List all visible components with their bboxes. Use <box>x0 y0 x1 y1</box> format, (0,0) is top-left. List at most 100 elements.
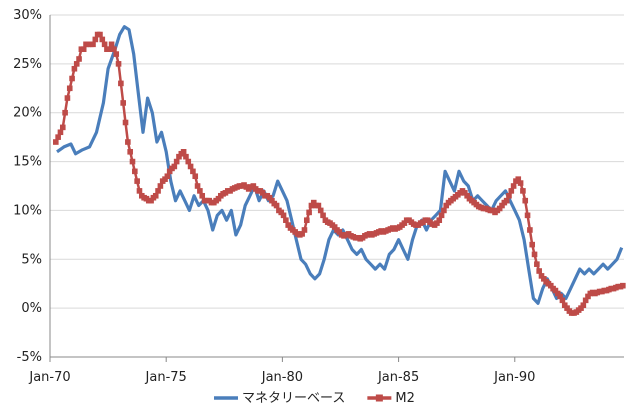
data-point-m2 <box>134 178 140 184</box>
data-point-m2 <box>520 188 526 194</box>
data-point-m2 <box>148 197 154 204</box>
data-point-m2 <box>306 209 312 216</box>
data-point-m2 <box>127 149 133 155</box>
data-point-m2 <box>171 163 178 170</box>
y-tick-label: 10% <box>13 203 42 218</box>
x-tick-label: Jan-70 <box>28 370 70 385</box>
data-point-m2 <box>285 222 291 228</box>
data-point-m2 <box>310 199 317 206</box>
data-point-m2 <box>531 251 538 258</box>
data-point-m2 <box>162 176 168 182</box>
data-point-m2 <box>541 276 547 282</box>
data-point-m2 <box>73 61 80 67</box>
data-point-m2 <box>536 268 542 274</box>
data-point-m2 <box>524 212 531 219</box>
data-point-m2 <box>278 209 285 216</box>
data-point-m2 <box>57 129 64 136</box>
data-point-m2 <box>578 305 584 311</box>
data-point-m2 <box>434 220 440 226</box>
data-point-m2 <box>173 158 180 165</box>
data-point-m2 <box>580 302 587 309</box>
data-point-m2 <box>547 282 554 289</box>
data-point-m2 <box>527 227 533 233</box>
data-point-m2 <box>564 305 570 311</box>
data-point-m2 <box>101 41 108 48</box>
y-tick-label: 30% <box>13 8 42 23</box>
data-point-m2 <box>80 46 87 52</box>
data-point-m2 <box>515 176 522 182</box>
data-point-m2 <box>66 85 73 92</box>
y-tick-label: 25% <box>13 57 42 72</box>
data-point-m2 <box>561 302 568 309</box>
data-point-m2 <box>462 190 468 196</box>
data-point-m2 <box>510 183 517 189</box>
data-point-m2 <box>443 202 450 209</box>
data-point-m2 <box>187 163 194 170</box>
x-tick-label: Jan-80 <box>261 370 303 385</box>
data-point-m2 <box>441 207 447 214</box>
data-point-m2 <box>538 273 545 279</box>
data-point-m2 <box>53 139 59 145</box>
data-point-m2 <box>192 173 199 180</box>
data-point-m2 <box>155 188 161 194</box>
data-point-m2 <box>92 36 99 43</box>
data-point-m2 <box>436 217 443 223</box>
data-point-m2 <box>250 183 257 189</box>
data-point-m2 <box>176 153 182 160</box>
data-point-m2 <box>194 183 201 189</box>
data-point-m2 <box>122 119 129 126</box>
data-point-m2 <box>157 183 164 189</box>
data-point-m2 <box>315 202 322 209</box>
y-tick-label: 15% <box>13 155 42 170</box>
data-point-m2 <box>115 61 122 67</box>
data-point-m2 <box>438 212 445 219</box>
series-line-monetary-base <box>56 25 624 305</box>
data-point-m2 <box>136 188 143 194</box>
data-point-m2 <box>183 153 189 160</box>
data-point-m2 <box>464 192 470 199</box>
x-tick-label: Jan-75 <box>145 370 187 385</box>
y-tick-label: -5% <box>17 350 42 365</box>
legend-label: マネタリーベース <box>242 391 345 406</box>
data-point-m2 <box>517 180 524 186</box>
data-point-m2 <box>108 41 115 48</box>
data-point-m2 <box>522 197 529 204</box>
data-point-m2 <box>552 287 559 294</box>
data-point-m2 <box>106 46 113 52</box>
data-point-m2 <box>620 282 626 289</box>
data-point-m2 <box>97 31 103 38</box>
data-point-m2 <box>129 158 136 165</box>
data-point-m2 <box>59 124 66 131</box>
data-point-m2 <box>62 109 68 116</box>
data-point-m2 <box>506 192 512 199</box>
data-point-m2 <box>308 202 315 209</box>
data-point-m2 <box>76 56 82 62</box>
data-point-m2 <box>559 297 566 304</box>
data-point-m2 <box>71 65 78 72</box>
data-point-m2 <box>164 173 171 180</box>
data-point-m2 <box>336 229 343 235</box>
data-point-m2 <box>401 220 408 226</box>
data-point-m2 <box>301 227 308 233</box>
data-point-m2 <box>508 188 515 194</box>
legend-swatch-marker <box>375 394 383 402</box>
data-point-m2 <box>554 290 561 297</box>
data-point-m2 <box>118 80 124 87</box>
data-point-m2 <box>283 217 289 223</box>
data-point-m2 <box>582 297 589 304</box>
data-point-m2 <box>180 149 187 155</box>
data-point-m2 <box>499 202 505 209</box>
x-tick-label: Jan-90 <box>493 370 535 385</box>
data-point-m2 <box>496 205 503 212</box>
data-point-m2 <box>55 134 61 140</box>
data-point-m2 <box>125 139 131 145</box>
data-point-m2 <box>529 241 536 248</box>
data-point-m2 <box>557 293 563 300</box>
data-point-m2 <box>197 188 203 194</box>
data-point-m2 <box>585 293 591 300</box>
data-point-m2 <box>534 261 540 267</box>
data-point-m2 <box>111 46 117 52</box>
data-point-m2 <box>152 192 159 199</box>
data-point-m2 <box>269 197 275 204</box>
